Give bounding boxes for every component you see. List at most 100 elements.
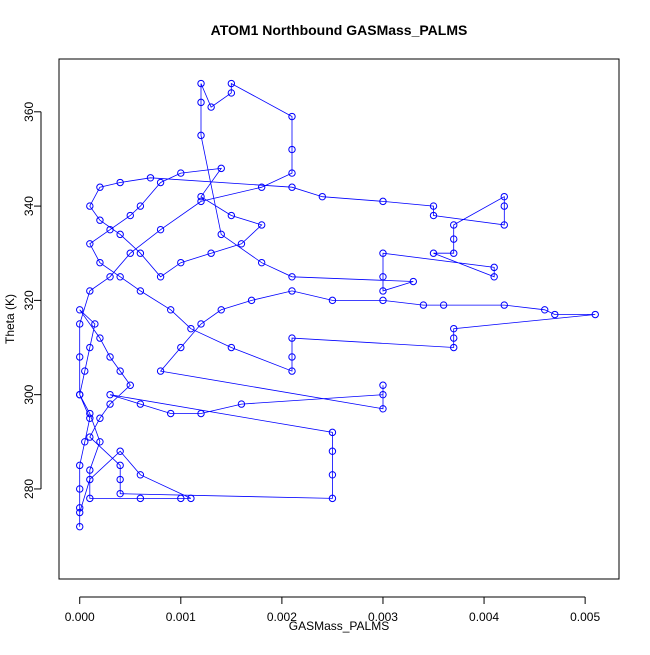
point [187,324,195,333]
point [156,178,165,187]
point [207,103,215,111]
point [126,211,134,220]
point [288,145,296,154]
point [450,343,458,352]
point [257,258,266,267]
point [106,353,114,361]
point [106,225,114,234]
point [288,287,296,295]
point [500,202,508,210]
point [116,367,124,375]
point [197,131,205,140]
point [96,438,104,446]
x-tick-label: 0.005 [570,610,600,624]
point [197,320,205,328]
x-tick-label: 0.000 [65,610,95,624]
point [116,475,124,484]
point [197,197,205,206]
point [76,320,84,328]
point [379,296,387,305]
point [166,306,175,314]
y-axis-title: Theta (K) [3,294,17,344]
point [76,461,84,470]
point [86,494,94,503]
point [96,183,104,191]
point [86,287,94,295]
point [450,249,458,257]
point [288,112,296,121]
point [86,475,94,484]
point [379,390,387,399]
point [450,235,458,243]
point [328,494,337,503]
point [116,447,124,455]
point [126,249,134,257]
point [86,466,94,474]
point [379,381,387,389]
point [136,202,145,210]
point [288,334,296,342]
point [86,414,94,422]
point [328,471,337,479]
point [76,485,84,493]
point [379,273,387,281]
series-line [79,82,596,527]
point [197,79,205,88]
point [96,334,104,342]
point [96,216,104,224]
point [227,211,236,220]
x-tick-label: 0.001 [166,610,196,624]
point [217,164,225,173]
point [187,494,195,503]
point [500,301,508,309]
point [86,409,94,418]
point [96,258,104,267]
point [177,258,185,267]
point [439,301,448,309]
point [328,428,337,437]
y-tick-label: 360 [22,101,36,121]
point [106,273,114,281]
point [136,287,145,295]
x-tick-label: 0.003 [368,610,398,624]
point [166,409,175,418]
point [379,287,387,295]
y-tick-label: 340 [22,196,36,216]
point [116,230,124,239]
point [136,494,145,503]
y-tick-label: 300 [22,384,36,404]
point [237,240,246,248]
point [409,277,417,286]
plot-box [58,58,620,580]
point [86,240,94,248]
point [227,343,236,352]
point [328,296,337,305]
point [136,249,145,257]
point [106,400,114,408]
y-tick-label: 320 [22,290,36,310]
point [177,494,185,503]
point [450,334,458,342]
point [207,249,215,257]
chart-title: ATOM1 Northbound GASMass_PALMS [211,22,468,38]
point [177,169,185,177]
point [379,405,387,413]
point [217,306,225,314]
point [288,353,296,361]
point [76,390,84,399]
point [247,296,256,305]
point [379,197,387,206]
point [177,343,185,352]
point [288,273,296,281]
y-tick-label: 280 [22,479,36,499]
point [288,169,296,177]
point [86,433,94,441]
point [429,211,438,220]
point [76,353,84,361]
point [429,249,438,257]
point [116,178,124,187]
point [116,489,124,498]
point [227,79,236,88]
